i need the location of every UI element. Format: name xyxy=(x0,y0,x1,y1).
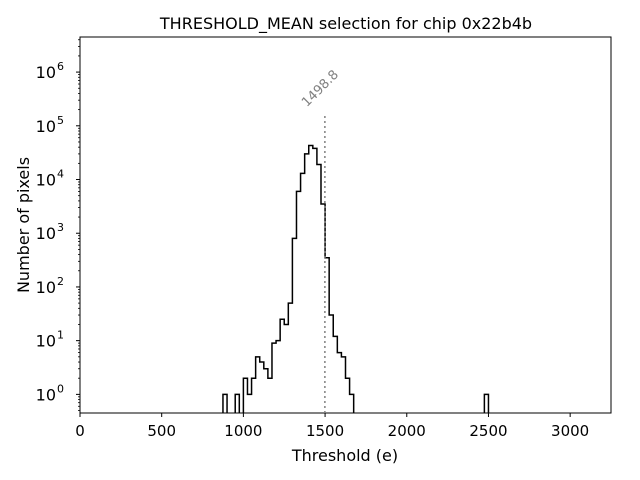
histogram-bin xyxy=(296,191,300,413)
y-tick-label-exponent: 3 xyxy=(57,221,64,234)
x-tick-label: 0 xyxy=(75,422,85,440)
histogram-bin xyxy=(260,362,264,413)
histogram-bin xyxy=(256,357,260,413)
histogram-bin xyxy=(329,315,333,413)
histogram-bin xyxy=(292,238,296,413)
y-tick-label-base: 10 xyxy=(36,171,56,190)
histogram-bin xyxy=(350,394,354,413)
y-tick-label-base: 10 xyxy=(36,385,56,404)
x-tick-label: 2000 xyxy=(388,422,426,440)
y-tick-label-exponent: 5 xyxy=(57,114,64,127)
histogram-bin xyxy=(223,394,227,413)
x-tick-label: 500 xyxy=(147,422,176,440)
histogram-bin xyxy=(288,303,292,413)
y-tick-label-exponent: 1 xyxy=(57,329,64,342)
histogram-bin xyxy=(280,319,284,413)
histogram-bin xyxy=(276,341,280,413)
histogram-series-outline xyxy=(222,144,490,413)
histogram-bin xyxy=(309,145,313,413)
y-tick-label-exponent: 6 xyxy=(57,60,64,73)
histogram-bin xyxy=(484,394,488,413)
histogram-bin xyxy=(341,357,345,413)
histogram-bin xyxy=(317,165,321,413)
histogram-bin xyxy=(333,336,337,413)
histogram-bin xyxy=(235,394,239,413)
y-tick-label-base: 10 xyxy=(36,117,56,136)
threshold-mean-marker-label: 1498.8 xyxy=(299,67,342,110)
x-axis-label: Threshold (e) xyxy=(291,446,398,465)
histogram-bin xyxy=(247,394,251,413)
histogram-bin xyxy=(272,343,276,413)
y-tick-label-exponent: 4 xyxy=(57,168,64,181)
histogram-bin xyxy=(268,378,272,413)
x-tick-label: 3000 xyxy=(551,422,589,440)
y-tick-label-exponent: 2 xyxy=(57,275,64,288)
histogram-bins xyxy=(223,145,489,413)
histogram-bin xyxy=(337,353,341,413)
y-tick-label-base: 10 xyxy=(36,224,56,243)
histogram-bin xyxy=(346,378,350,413)
y-tick-label-exponent: 0 xyxy=(57,382,64,395)
y-tick-label-base: 10 xyxy=(36,63,56,82)
x-tick-label: 1000 xyxy=(224,422,262,440)
y-axis-label: Number of pixels xyxy=(14,157,33,293)
histogram-bin xyxy=(325,258,329,413)
plot-frame xyxy=(79,36,612,414)
histogram-bin xyxy=(305,154,309,413)
x-axis-ticks: 0 500 1000 1500 2000 2500 3000 xyxy=(75,413,589,440)
y-tick-label-base: 10 xyxy=(36,278,56,297)
histogram-bin xyxy=(313,148,317,413)
histogram-bin xyxy=(252,378,256,413)
x-tick-label: 1500 xyxy=(306,422,344,440)
histogram-bin xyxy=(264,369,268,413)
histogram-bin xyxy=(301,173,305,413)
histogram-bin xyxy=(284,324,288,413)
histogram-bin xyxy=(243,378,247,413)
chart-title: THRESHOLD_MEAN selection for chip 0x22b4… xyxy=(159,14,532,34)
x-tick-label: 2500 xyxy=(469,422,507,440)
y-tick-label-base: 10 xyxy=(36,332,56,351)
